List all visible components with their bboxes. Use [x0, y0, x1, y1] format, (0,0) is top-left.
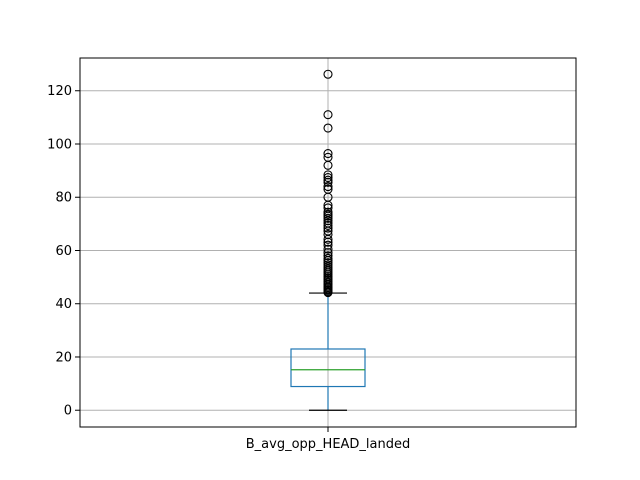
outlier-point — [323, 240, 333, 250]
y-tick-label: 100 — [47, 137, 72, 152]
y-tick-label: 0 — [64, 404, 72, 419]
y-tick-label: 40 — [55, 297, 72, 312]
outlier-point — [323, 203, 333, 213]
outlier-point — [323, 218, 333, 228]
outlier-point — [323, 207, 333, 217]
outlier-point — [323, 244, 333, 254]
outlier-point — [323, 175, 333, 185]
y-tick-label: 80 — [55, 191, 72, 206]
outlier-point — [323, 229, 333, 240]
y-axis: 0 20 40 60 80 100 120 — [47, 84, 80, 419]
x-tick-label: B_avg_opp_HEAD_landed — [246, 437, 411, 452]
outlier-point — [323, 182, 333, 192]
outlier-point — [323, 220, 333, 231]
outlier-point — [323, 184, 333, 194]
boxplot-layer — [290, 69, 366, 411]
gridlines — [80, 58, 576, 427]
outlier-point — [323, 110, 333, 120]
iqr-box — [290, 348, 366, 388]
outlier-point — [323, 123, 333, 133]
outlier-point — [323, 69, 333, 79]
outlier-point — [323, 253, 333, 264]
outlier-point — [323, 149, 333, 159]
x-axis: B_avg_opp_HEAD_landed — [246, 427, 411, 452]
y-tick-label: 120 — [47, 84, 72, 99]
outlier-point — [323, 152, 333, 162]
y-tick-label: 60 — [55, 244, 72, 259]
outlier-point — [323, 170, 333, 180]
y-tick-label: 20 — [55, 350, 72, 365]
outlier-point — [323, 172, 333, 183]
outlier-point — [323, 251, 333, 261]
